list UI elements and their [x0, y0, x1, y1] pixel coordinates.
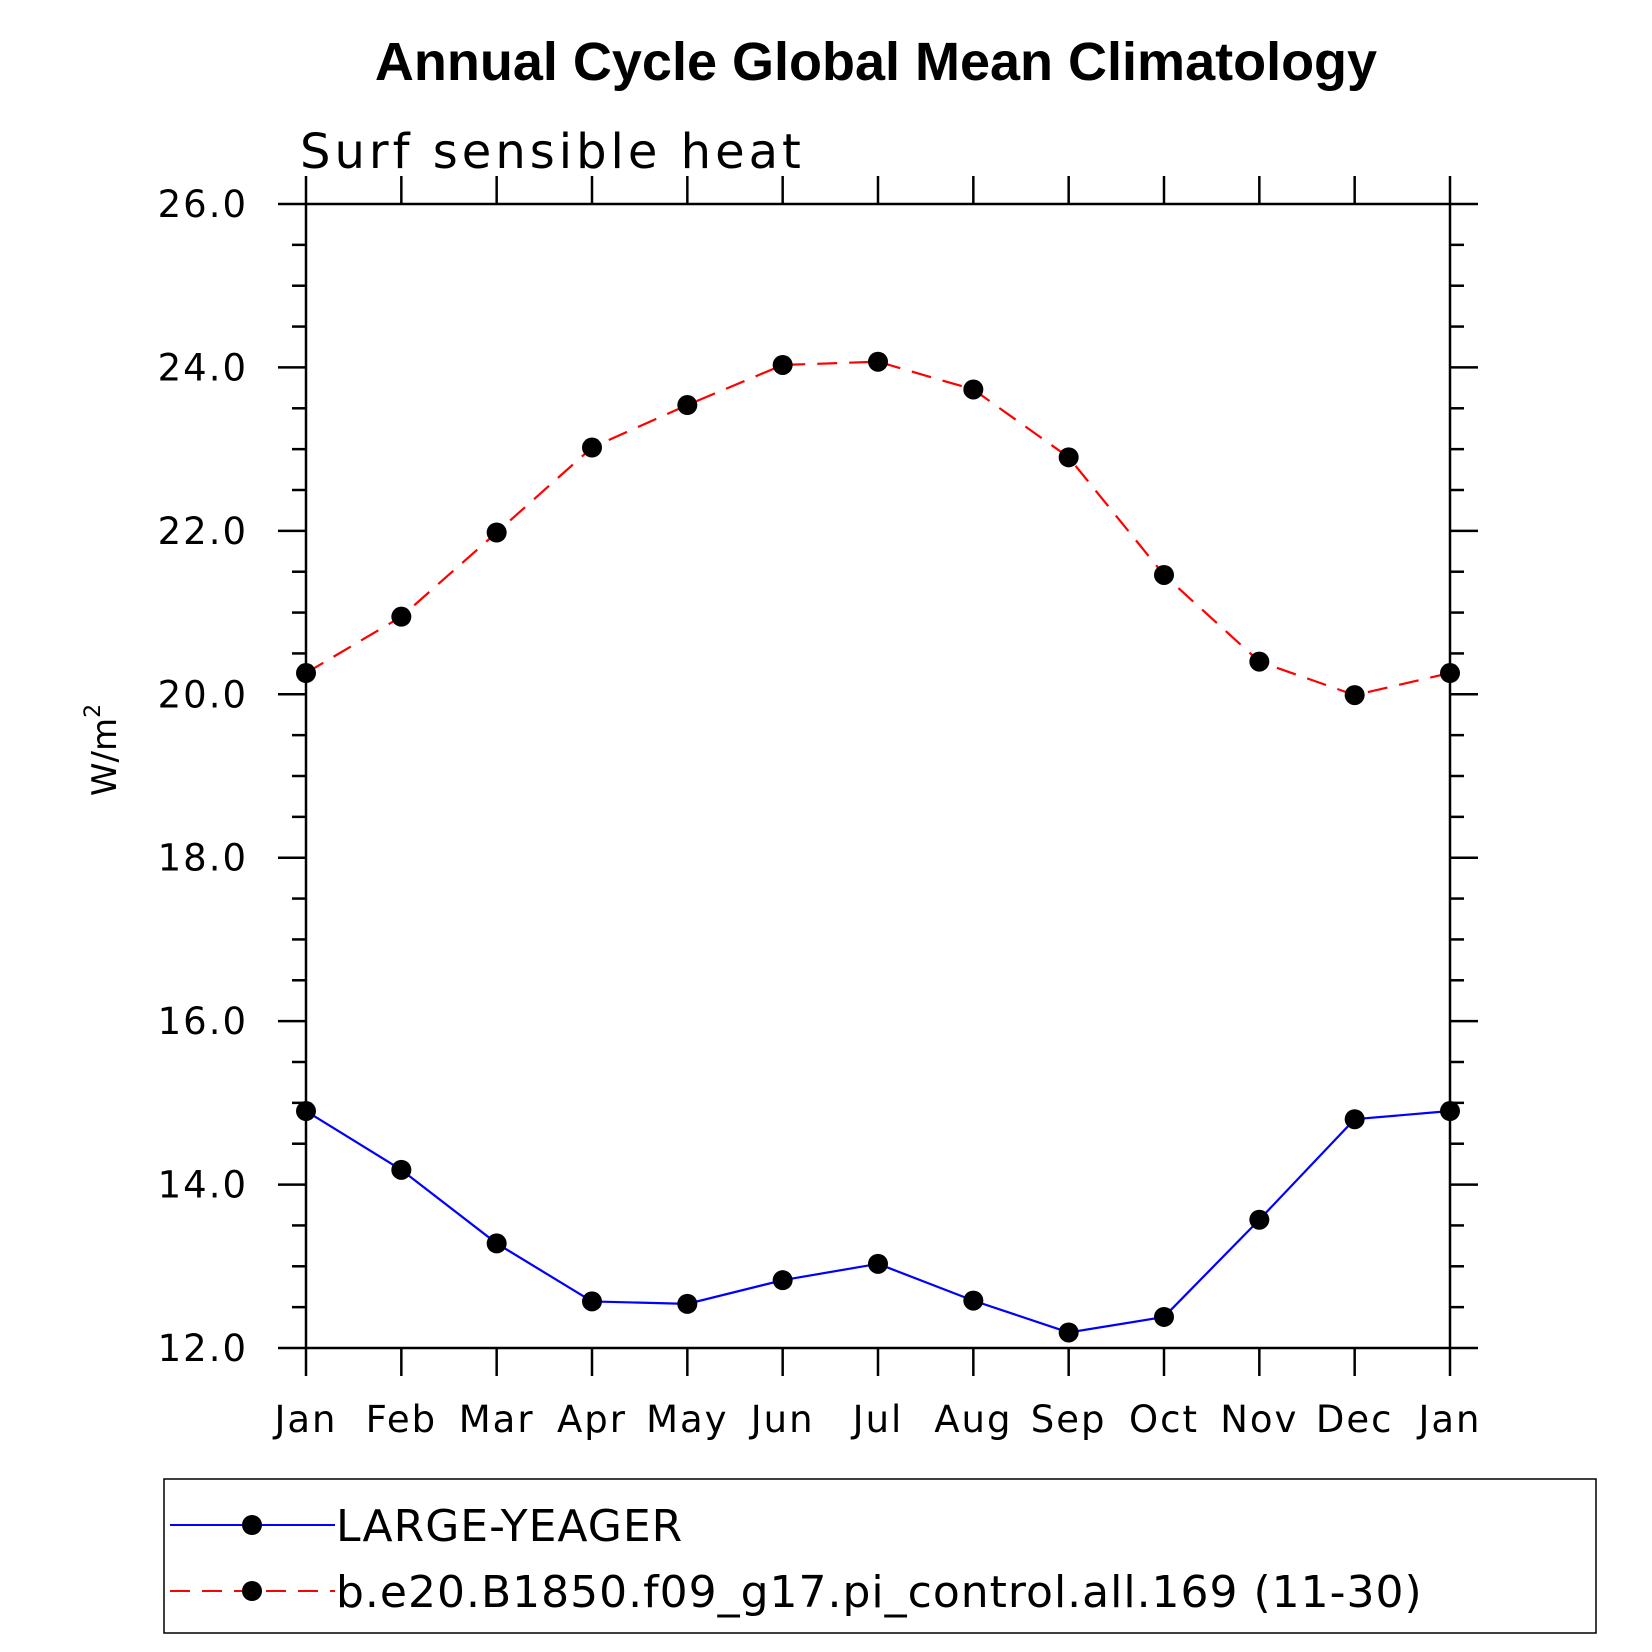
series-1-point — [1154, 1306, 1174, 1327]
legend-label-series-1: LARGE-YEAGER — [336, 1501, 683, 1552]
series-2-point — [1440, 663, 1460, 684]
y-tick-label: 14.0 — [158, 1164, 248, 1207]
x-tick-label: Jan — [272, 1398, 337, 1441]
series-layer — [296, 351, 1460, 1343]
y-tick-label: 20.0 — [158, 673, 248, 716]
legend: LARGE-YEAGER b.e20.B1850.f09_g17.pi_cont… — [163, 1478, 1597, 1634]
x-tick-label: Dec — [1316, 1398, 1394, 1441]
legend-marker-series-2 — [242, 1581, 262, 1601]
y-axis-label-unit: W/m — [85, 718, 125, 796]
series-1-point — [772, 1270, 793, 1291]
series-2-point — [677, 395, 698, 416]
x-tick-label: Apr — [557, 1398, 627, 1441]
y-axis-label-superscript: 2 — [81, 704, 106, 718]
series-2-point — [772, 354, 793, 375]
legend-marker-series-1 — [242, 1515, 262, 1535]
series-1-point — [582, 1291, 602, 1312]
x-tick-label: Jul — [851, 1398, 904, 1441]
series-1-point — [486, 1233, 507, 1254]
y-tick-label: 12.0 — [158, 1327, 248, 1370]
series-1-point — [391, 1159, 412, 1180]
y-tick-label: 24.0 — [158, 346, 248, 389]
series-2-point — [1249, 651, 1270, 672]
series-1-point — [963, 1290, 984, 1311]
x-tick-label: Jun — [749, 1398, 815, 1441]
y-tick-label: 22.0 — [158, 510, 248, 553]
x-tick-label: Jan — [1416, 1398, 1481, 1441]
y-tick-label: 26.0 — [158, 183, 248, 226]
series-2-point — [1154, 564, 1174, 585]
series-1-point — [677, 1293, 698, 1314]
series-1-point — [1058, 1322, 1079, 1343]
series-2-point — [1058, 447, 1079, 468]
x-tick-label: Aug — [934, 1398, 1012, 1441]
series-2-point — [296, 663, 316, 684]
series-1-point — [1440, 1101, 1460, 1122]
series-2-point — [963, 379, 984, 400]
series-2-line — [305, 360, 1451, 697]
x-tick-label: Mar — [459, 1398, 535, 1441]
series-2-point — [1344, 685, 1365, 706]
y-tick-label: 18.0 — [158, 837, 248, 880]
series-1-point — [296, 1101, 316, 1122]
series-1-point — [868, 1253, 888, 1274]
legend-box — [163, 1478, 1597, 1634]
series-1-line — [305, 1109, 1451, 1334]
chart-title: Annual Cycle Global Mean Climatology — [375, 32, 1377, 92]
x-tick-labels: Jan Feb Mar Apr May Jun Jul Aug Sep Oct Nov Dec Jan — [272, 1398, 1481, 1441]
series-2-point — [582, 437, 602, 458]
legend-label-series-2: b.e20.B1850.f09_g17.pi_control.all.169 (… — [336, 1567, 1423, 1618]
x-tick-label: Feb — [366, 1398, 438, 1441]
series-1-point — [1344, 1109, 1365, 1130]
x-tick-label: Oct — [1129, 1398, 1199, 1441]
series-1-point — [1249, 1209, 1270, 1230]
x-tick-label: Sep — [1031, 1398, 1107, 1441]
y-tick-label: 16.0 — [158, 1000, 248, 1043]
y-tick-labels: 12.0 14.0 16.0 18.0 20.0 22.0 24.0 26.0 — [158, 183, 248, 1370]
plot-frame — [304, 202, 1452, 1350]
series-2-point — [868, 351, 888, 372]
series-2-point — [391, 606, 412, 627]
y-axis-label: W/m2 — [81, 704, 125, 796]
x-tick-label: Nov — [1220, 1398, 1298, 1441]
x-tick-label: May — [646, 1398, 729, 1441]
series-2-point — [486, 522, 507, 543]
chart-subtitle: Surf sensible heat — [300, 124, 805, 180]
